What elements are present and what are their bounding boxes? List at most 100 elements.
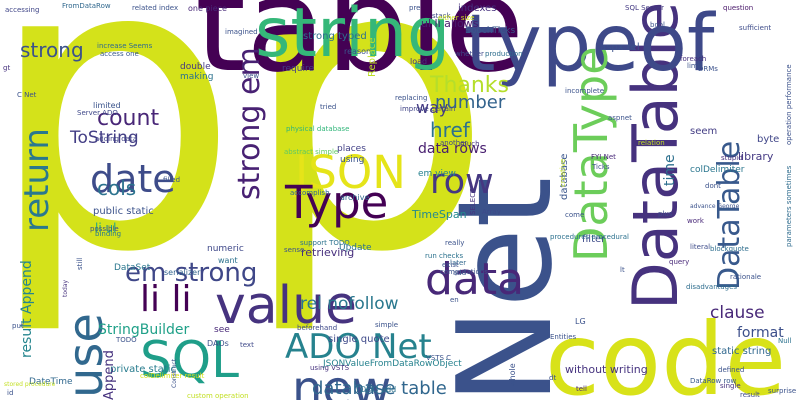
cloud-word: colDelimiter — [690, 165, 745, 175]
cloud-word: em view — [418, 169, 456, 179]
cloud-word: data — [425, 254, 525, 305]
cloud-word: rationale — [730, 273, 762, 281]
cloud-word: literal — [690, 243, 711, 251]
cloud-word: making — [180, 72, 214, 82]
cloud-word: archive — [340, 193, 370, 202]
cloud-word: Replace — [367, 37, 378, 77]
cloud-word: using — [340, 155, 365, 165]
cloud-word: whether — [455, 50, 484, 58]
cloud-word: see — [214, 325, 230, 335]
cloud-word: VSTS C — [426, 354, 452, 362]
cloud-word: disadvantages — [686, 283, 738, 291]
cloud-word: abstract simple — [284, 148, 339, 156]
cloud-word: Construct — [171, 358, 178, 388]
cloud-word: load — [410, 57, 428, 66]
cloud-word: dont — [705, 182, 721, 190]
cloud-word: support TODO — [300, 239, 350, 247]
cloud-word: filled — [163, 176, 181, 184]
cloud-word: blockquote — [710, 245, 749, 253]
cloud-word: procedures procedural — [550, 233, 629, 241]
cloud-word: LG — [575, 317, 586, 326]
cloud-word: seem — [690, 126, 718, 137]
cloud-word: Entities — [550, 333, 577, 341]
cloud-word: binding — [95, 230, 122, 238]
cloud-word: typeof — [465, 0, 715, 89]
cloud-word: work — [687, 217, 704, 225]
cloud-word: TimeSpan — [412, 208, 467, 221]
cloud-word: query — [669, 258, 690, 266]
cloud-word: href — [430, 118, 470, 142]
cloud-word: incomplete — [565, 87, 605, 95]
cloud-word: number — [435, 92, 506, 113]
cloud-word: result Append — [19, 260, 35, 358]
cloud-word: come — [565, 211, 585, 219]
cloud-word: later — [450, 259, 467, 267]
cloud-word: format — [737, 325, 784, 341]
cloud-word: Array — [482, 208, 501, 216]
cloud-word: foreach — [680, 55, 707, 63]
cloud-word: creative — [559, 158, 567, 187]
cloud-word: sufficient — [739, 24, 772, 32]
cloud-word: using VSTS — [310, 364, 350, 372]
cloud-word: put — [12, 322, 24, 330]
cloud-word: dt — [549, 374, 557, 382]
cloud-word: simple — [375, 321, 399, 329]
cloud-word: one piece — [188, 4, 227, 13]
cloud-word: strong typed — [303, 31, 367, 42]
cloud-word: Null — [778, 337, 792, 345]
cloud-word: double — [180, 62, 211, 72]
cloud-word: return — [17, 128, 57, 232]
cloud-word: SQL Server — [625, 4, 665, 12]
cloud-word: text — [240, 341, 254, 349]
cloud-word: another — [440, 139, 468, 147]
cloud-word: row — [430, 162, 494, 202]
cloud-word: lt — [620, 266, 625, 274]
cloud-word: pre — [409, 4, 421, 12]
cloud-word: Server ADO — [77, 109, 118, 117]
cloud-word: JSONValueFromDataRowObject — [323, 359, 462, 369]
cloud-word: ul li allows — [421, 17, 479, 30]
cloud-word: aspnet — [608, 114, 632, 122]
cloud-word: code — [545, 301, 787, 400]
cloud-word: sense — [284, 246, 305, 254]
cloud-word: improve certain — [400, 105, 456, 113]
cloud-word: database table — [312, 378, 447, 399]
cloud-word: table — [195, 0, 525, 101]
cloud-word: filter — [582, 234, 606, 245]
cloud-word: operation performance — [785, 64, 793, 145]
cloud-word: li ul — [95, 221, 117, 235]
cloud-word: static string — [712, 346, 772, 357]
cloud-word: Thanks — [430, 73, 510, 98]
cloud-word: DateTime — [29, 377, 73, 387]
cloud-word: tried — [320, 103, 337, 111]
cloud-word: advance George — [690, 203, 740, 210]
cloud-word: relation — [638, 139, 665, 147]
cloud-word: related index — [132, 4, 179, 12]
cloud-word: cols — [97, 176, 137, 200]
cloud-word: en — [450, 296, 459, 304]
cloud-word: TODO add — [355, 385, 397, 394]
cloud-word: StringBuilder — [98, 322, 190, 338]
cloud-word: date — [90, 157, 176, 201]
cloud-word: limited — [93, 101, 121, 110]
cloud-word: stored procedure — [4, 381, 56, 388]
cloud-word: tell — [576, 385, 587, 393]
cloud-word: JSON — [295, 146, 406, 199]
cloud-word: EpochTicks — [465, 26, 516, 36]
cloud-word: private static — [110, 364, 176, 375]
cloud-word: exist — [442, 261, 459, 269]
cloud-word: require — [282, 64, 314, 74]
cloud-word: new — [292, 361, 392, 400]
cloud-word: replacing — [395, 94, 428, 102]
cloud-word: Ticks — [592, 163, 610, 171]
cloud-word: Append — [102, 350, 117, 400]
cloud-word: time — [662, 154, 678, 186]
cloud-word: places — [337, 144, 366, 154]
cloud-word: strong em — [232, 47, 267, 200]
cloud-word: DAOs — [207, 339, 229, 348]
cloud-word: C Net — [17, 91, 37, 99]
cloud-word: bool — [650, 21, 665, 29]
cloud-word: much — [460, 140, 480, 148]
cloud-word: FYI Net — [591, 153, 616, 161]
cloud-word: accomplish — [290, 189, 330, 197]
